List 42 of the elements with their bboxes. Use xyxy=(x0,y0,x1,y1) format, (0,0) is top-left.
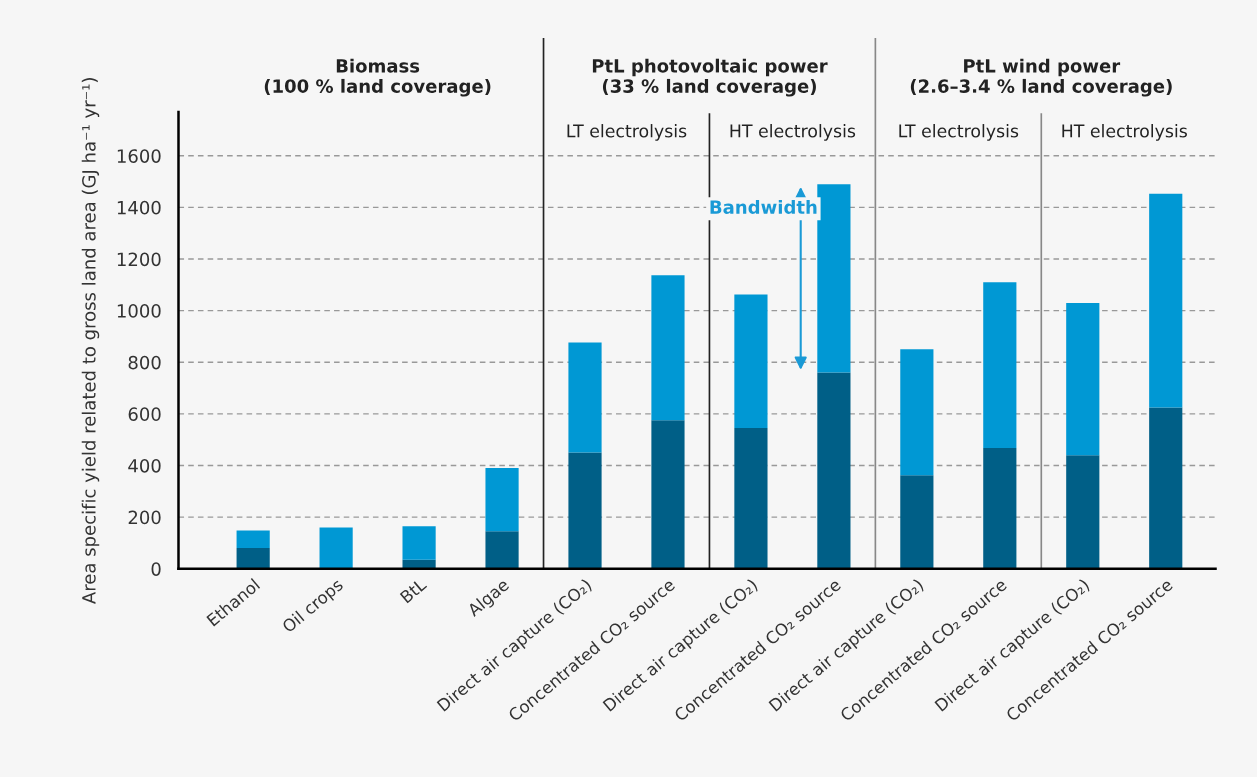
x-tick-label: BtL xyxy=(399,577,428,604)
bar xyxy=(236,548,270,569)
annotation: HT electrolysis xyxy=(1062,124,1187,141)
y-tick-label: 800 xyxy=(128,355,161,370)
bar xyxy=(568,452,602,569)
bar xyxy=(485,468,519,532)
bar xyxy=(568,342,602,453)
bar xyxy=(983,447,1017,569)
y-tick-label: 1000 xyxy=(117,304,161,318)
bar xyxy=(319,527,353,569)
y-axis-title: Area specific yield related to gross land area (GJ ha⁻¹ yr⁻¹) xyxy=(81,78,100,604)
y-tick-label: 1600 xyxy=(117,149,161,163)
bar xyxy=(1149,193,1183,408)
bar xyxy=(402,526,436,560)
bar xyxy=(1066,302,1100,456)
bar xyxy=(983,282,1017,448)
bar xyxy=(817,372,851,569)
bar xyxy=(402,559,436,569)
bar xyxy=(900,349,934,476)
annotation: Bandwidth xyxy=(710,199,817,214)
bar xyxy=(485,531,519,569)
bar xyxy=(734,428,768,569)
y-tick-label: 400 xyxy=(128,458,161,473)
text: Biomass (100 % land coverage) xyxy=(264,58,491,97)
text: PtL photovoltaic power (33 % land coverage) xyxy=(592,58,828,97)
y-tick-label: 200 xyxy=(128,510,161,525)
y-tick-label: 1400 xyxy=(117,200,161,215)
bar xyxy=(900,475,934,569)
annotation: LT electrolysis xyxy=(899,124,1019,141)
bar xyxy=(236,530,270,549)
bar xyxy=(651,275,685,421)
bar xyxy=(1149,407,1183,569)
bar xyxy=(817,184,851,373)
text: PtL wind power (2.6–3.4 % land coverage) xyxy=(910,58,1172,97)
annotation: LT electrolysis xyxy=(567,124,687,141)
bar xyxy=(1066,455,1100,569)
y-tick-label: 600 xyxy=(128,407,161,422)
annotation: HT electrolysis xyxy=(730,124,856,141)
y-tick-label: 0 xyxy=(151,562,161,576)
bar xyxy=(651,420,685,569)
y-tick-label: 1200 xyxy=(117,252,161,267)
bar xyxy=(734,294,768,429)
